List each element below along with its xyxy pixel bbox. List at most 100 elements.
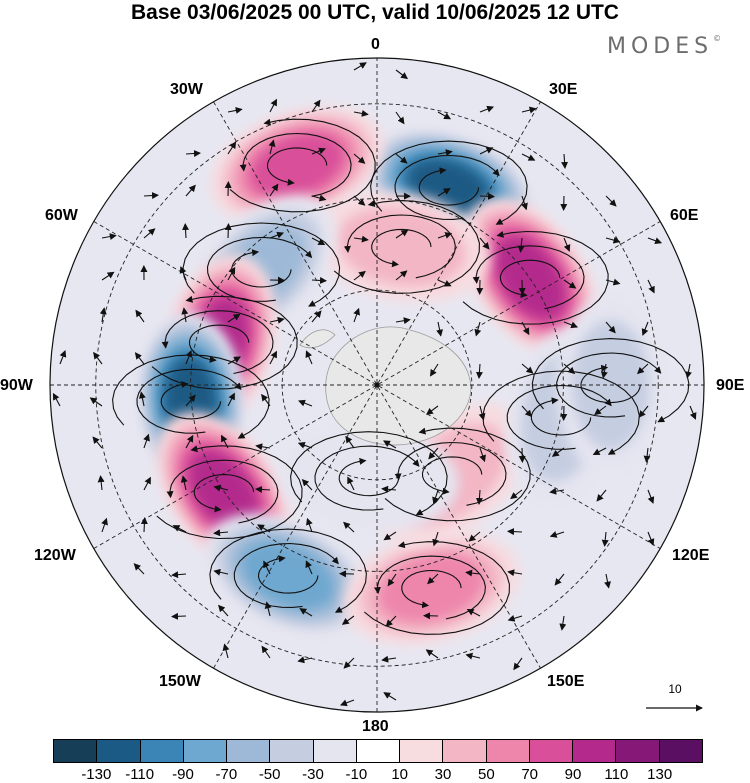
- wind-vector: [468, 531, 481, 542]
- wind-vector: [437, 279, 452, 287]
- wind-vector: [222, 643, 230, 659]
- streamline: [394, 154, 500, 220]
- lon-label-90w: 90W: [0, 377, 33, 394]
- colorbar-tick-label: -50: [258, 766, 281, 783]
- streamline: [166, 459, 279, 524]
- wind-vector: [381, 655, 397, 663]
- streamline: [531, 338, 690, 423]
- wind-vector: [227, 392, 235, 407]
- colorbar-swatch: [54, 740, 98, 762]
- meridian-line: [213, 101, 541, 669]
- streamline: [209, 528, 367, 613]
- wind-vector: [172, 525, 187, 533]
- colorbar-tick-label: 50: [477, 766, 495, 783]
- wind-vector: [549, 531, 565, 538]
- wind-vector: [143, 192, 159, 200]
- wind-vector: [429, 363, 439, 377]
- streamline: [151, 295, 298, 390]
- wind-vector: [227, 141, 237, 155]
- wind-vector: [475, 489, 483, 505]
- south-pole-marker: [374, 382, 380, 388]
- wind-vector: [185, 349, 193, 365]
- wind-vector: [269, 316, 285, 324]
- colorbar-tick-label: -110: [125, 766, 155, 783]
- wind-vector: [353, 270, 366, 281]
- colorbar-swatch: [529, 740, 574, 762]
- wind-vector: [343, 521, 355, 533]
- wind-vector: [353, 153, 366, 164]
- wind-vector: [383, 692, 397, 701]
- colorbar: [53, 739, 703, 763]
- wind-vector: [92, 436, 103, 449]
- wind-vector: [269, 183, 279, 197]
- streamline: [371, 228, 432, 268]
- streamline: [239, 132, 352, 197]
- meridian-line: [213, 101, 541, 669]
- wind-vector: [437, 187, 451, 197]
- streamline: [401, 569, 462, 609]
- wind-vector: [561, 153, 569, 169]
- streamline: [160, 381, 222, 420]
- colorbar-tick-label: 130: [647, 766, 673, 783]
- wind-vector: [521, 405, 533, 418]
- wind-vector: [101, 233, 117, 241]
- streamline: [188, 324, 250, 363]
- streamline: [482, 370, 640, 455]
- lon-label-150w: 150W: [159, 673, 201, 690]
- colorbar-tick-label: -130: [81, 766, 112, 783]
- wind-vector: [301, 478, 313, 491]
- map-title: Base 03/06/2025 00 UTC, valid 10/06/2025…: [131, 1, 619, 24]
- wind-vector: [305, 350, 313, 365]
- wind-vector: [381, 485, 397, 493]
- wind-vector: [647, 489, 655, 504]
- wind-vector: [689, 405, 697, 420]
- wind-vector: [475, 363, 483, 379]
- wind-vector: [479, 192, 495, 200]
- wind-vector: [311, 237, 326, 245]
- wind-vector: [521, 195, 528, 211]
- wind-vector: [353, 235, 369, 243]
- wind-vector: [563, 237, 571, 252]
- wind-vector: [507, 528, 523, 536]
- streamline: [290, 431, 448, 516]
- map-disc: [50, 58, 704, 712]
- wind-vector: [605, 278, 621, 286]
- wind-vector: [521, 106, 537, 114]
- lon-label-30e: 30E: [549, 81, 578, 98]
- wind-vector: [549, 487, 565, 495]
- wind-vector: [638, 405, 649, 418]
- streamline: [161, 310, 274, 375]
- streamline: [421, 456, 483, 495]
- wind-vector: [179, 266, 187, 281]
- wind-vector: [218, 604, 229, 617]
- wind-vector: [428, 447, 439, 460]
- wind-vector: [395, 317, 411, 325]
- wind-vector: [425, 649, 439, 659]
- colorbar-tick-label: 90: [564, 766, 582, 783]
- wind-vector: [134, 352, 145, 365]
- wind-vector: [263, 560, 271, 575]
- wind-vector: [353, 195, 366, 206]
- wind-vector: [513, 657, 523, 671]
- wind-vector: [133, 563, 145, 575]
- wind-vector: [385, 615, 397, 627]
- colorbar-swatch: [183, 740, 228, 762]
- streamline: [229, 118, 376, 213]
- streamline: [333, 200, 480, 294]
- wind-vector: [521, 363, 534, 374]
- streamline: [182, 222, 341, 307]
- wind-vector: [227, 313, 241, 323]
- colorbar-ticks: -130 -110 -90 -70 -50 -30 -10 10 30 50 70 90 110 130: [0, 766, 750, 783]
- wind-vector: [306, 517, 313, 533]
- streamline: [343, 214, 456, 279]
- streamline: [506, 384, 612, 450]
- anomaly-contour: [377, 553, 485, 623]
- colorbar-tick-label: 30: [434, 766, 452, 783]
- wind-vector: [425, 405, 439, 415]
- wind-vector: [143, 228, 156, 239]
- wind-vector: [297, 656, 313, 664]
- wind-vector: [641, 321, 649, 336]
- streamline: [112, 354, 270, 439]
- wind-vector: [341, 615, 355, 625]
- colorbar-tick-label: -90: [172, 766, 194, 783]
